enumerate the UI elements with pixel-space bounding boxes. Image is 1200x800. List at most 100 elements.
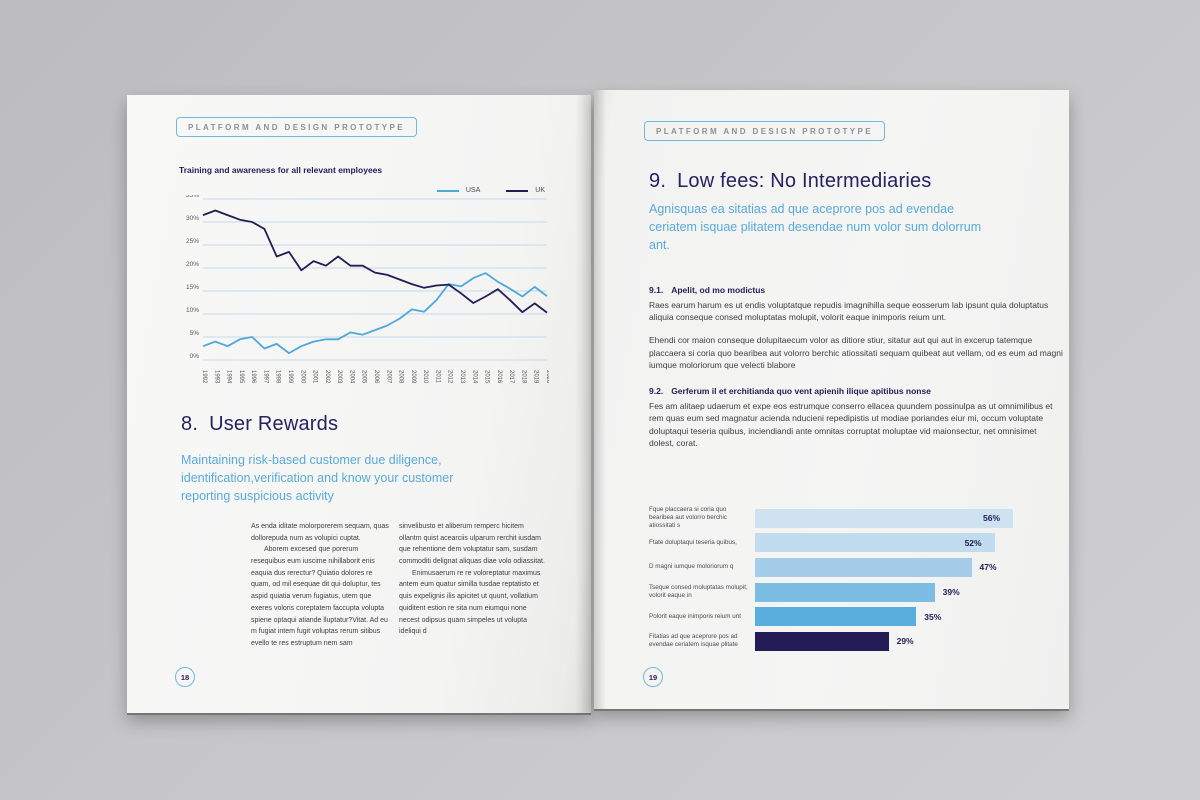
paragraph: Raes earum harum es ut endis voluptatque… [649,300,1049,323]
bar-track: 52% [755,533,1063,553]
y-axis-label: 25% [186,238,199,245]
x-axis-label: 2020 [545,370,549,384]
paragraph: Ehendi cor maion conseque dolupitaecum v… [649,335,1063,370]
line-chart-title: Training and awareness for all relevant … [179,165,383,175]
bar-chart: Fque placcaera si coria quo bearibea aut… [649,506,1063,654]
bar-row: Ftate doluptaqui teseria quibus, 52% [649,531,1063,556]
x-axis-label: 2005 [361,370,367,384]
paragraph: As enda iditate molorporerem sequam, qua… [251,523,389,542]
y-axis-label: 5% [190,330,200,337]
bar-value: 56% [983,513,1001,524]
bar-label: Tseque consed moluptatas molupit, volori… [649,583,748,600]
bar-track: 47% [755,557,1063,577]
bar-value: 52% [964,537,982,548]
x-axis-label: 1998 [275,370,281,384]
platform-badge: PLATFORM AND DESIGN PROTOTYPE [644,121,886,141]
x-axis-label: 1994 [226,370,232,384]
section: 9.1. Apelit, od mo modictus Raes earum har… [649,285,1063,371]
legend-label: USA [465,187,481,194]
page-heading: 8. User Rewards [181,413,338,436]
bar [755,533,995,553]
bar-label: Fque placcaera si coria quo bearibea aut… [649,506,728,530]
x-axis-label: 2013 [459,370,465,384]
text-column: As enda iditate molorporerem sequam, qua… [251,521,391,650]
bar-value: 47% [979,562,997,573]
right-page: PLATFORM AND DESIGN PROTOTYPE 9. Low fees… [594,90,1069,709]
bar-row: D magni iumque moloriorum q 47% [649,555,1063,580]
uk-line [202,209,548,314]
legend-item: UK [506,187,545,194]
bar-row: Polorit eaque inimporis reium unt 35% [649,604,1063,629]
x-axis-label: 1996 [250,370,256,384]
bar-label: Fitatias ad que aceprore pos ad evendae … [649,633,738,649]
paragraph: sinvelibusto et aliberum remperc hicitem… [399,523,545,566]
bar-value: 39% [942,587,960,598]
paragraph: Aborem excesed que porerum resequibus eu… [251,546,388,647]
page-number: 19 [643,667,663,687]
x-axis-label: 2017 [508,370,514,384]
x-axis-label: 1992 [201,370,207,384]
bar-label: Ftate doluptaqui teseria quibus, [649,538,737,546]
x-axis-label: 2004 [348,370,354,384]
page-subtitle: Agnisquas ea sitatias ad que aceprore po… [649,202,982,253]
section-title: 9.1. Apelit, od mo modictus [649,285,1063,295]
bar-row: Fque placcaera si coria quo bearibea aut… [649,506,1063,531]
badge-label: PLATFORM AND DESIGN PROTOTYPE [188,123,406,132]
usa-line [202,272,548,355]
x-axis-label: 2009 [410,370,416,384]
legend-label: UK [535,187,545,194]
text-column: sinvelibusto et aliberum remperc hicitem… [399,521,547,650]
x-axis-label: 2019 [533,370,539,384]
x-axis-label: 1999 [287,370,293,384]
text-columns: As enda iditate molorporerem sequam, qua… [251,521,547,650]
bar-row: Fitatias ad que aceprore pos ad evendae … [649,629,1063,654]
x-axis-label: 2018 [520,370,526,384]
y-axis-label: 10% [186,307,199,314]
paragraph: Enimusaerum re re voloreptatur maximus a… [399,569,541,636]
x-axis-label: 2003 [336,370,342,384]
bar [755,508,1013,528]
bar [755,631,889,651]
x-axis-label: 1993 [213,370,219,384]
x-axis-label: 2011 [434,370,440,384]
bar-row: Tseque consed moluptatas molupit, volori… [649,580,1063,605]
bar [755,607,917,627]
x-axis-label: 2006 [373,370,379,384]
bar-value: 29% [896,636,914,647]
x-axis-label: 2012 [447,370,453,384]
bar-label: D magni iumque moloriorum q [649,563,734,571]
x-axis-label: 1997 [262,370,268,384]
page-heading: 9. Low fees: No Intermediaries [649,170,932,193]
x-axis-label: 2007 [385,370,391,384]
legend-swatch [506,189,529,192]
heading-number: 8. [181,413,199,435]
x-axis-label: 2016 [496,370,502,384]
legend-item: USA [436,187,481,194]
bar-label: Polorit eaque inimporis reium unt [649,612,742,620]
sections: 9.1. Apelit, od mo modictus Raes earum har… [649,285,1063,464]
x-axis-label: 1995 [238,370,244,384]
x-axis-label: 2002 [324,370,330,384]
badge-label: PLATFORM AND DESIGN PROTOTYPE [656,127,874,136]
y-axis-label: 0% [190,353,200,360]
heading-number: 9. [649,170,667,192]
y-axis-label: 30% [186,215,199,222]
section-title: 9.2. Gerferum il et erchitianda quo vent … [649,386,1063,396]
x-axis-label: 2010 [422,370,428,384]
section-number: 9.2. [649,386,664,397]
page-subtitle: Maintaining risk-based customer due dili… [181,453,454,504]
x-axis-label: 2015 [484,370,490,384]
bar-track: 35% [755,607,1063,627]
y-axis-label: 35% [186,195,199,199]
x-axis-label: 2001 [312,370,318,384]
line-chart-legend: USA UK [436,187,545,194]
x-axis-label: 2014 [471,370,477,384]
platform-badge: PLATFORM AND DESIGN PROTOTYPE [176,117,418,137]
bar [755,557,972,577]
heading-text: User Rewards [209,413,339,435]
page-number: 18 [175,667,195,687]
x-axis-label: 2008 [398,370,404,384]
legend-swatch [436,189,459,192]
section: 9.2. Gerferum il et erchitianda quo vent … [649,386,1063,449]
y-axis-label: 15% [186,284,199,291]
